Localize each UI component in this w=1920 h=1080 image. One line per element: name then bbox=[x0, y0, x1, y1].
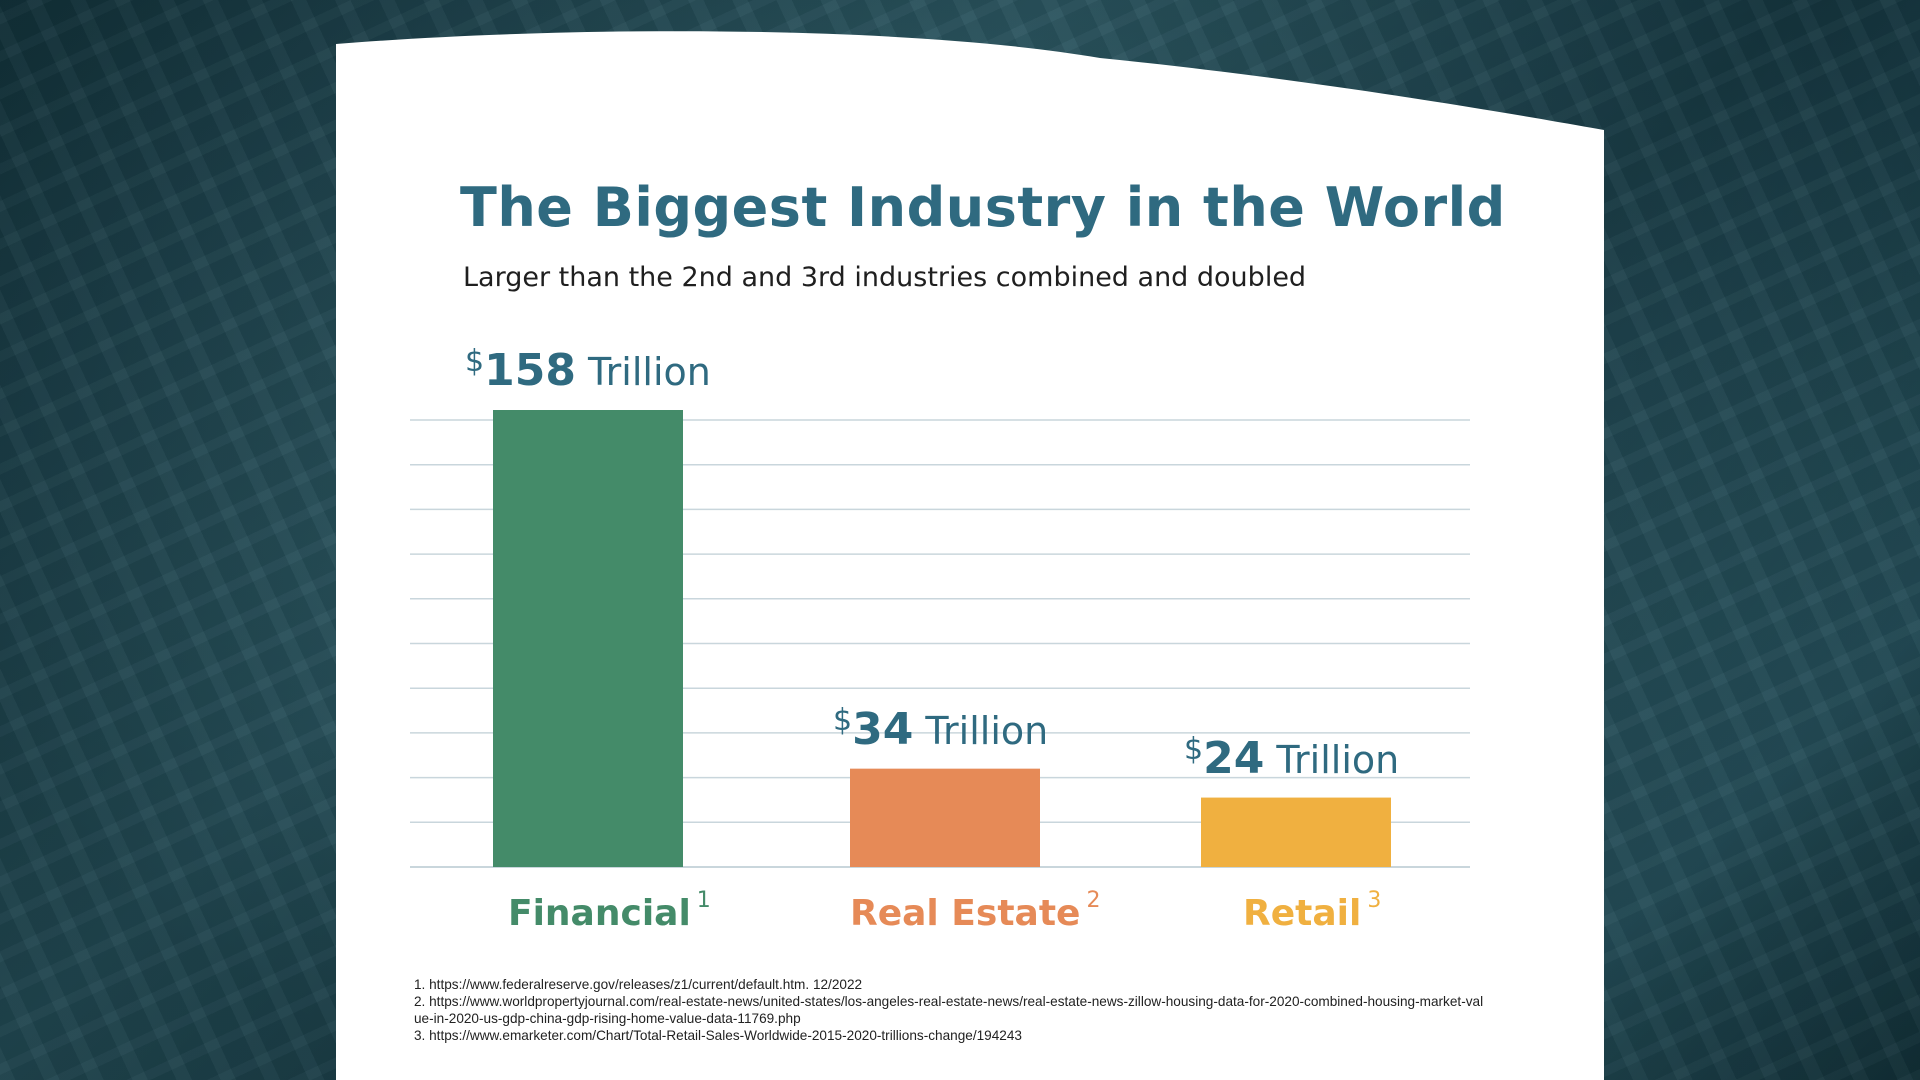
value-unit: Trillion bbox=[1264, 737, 1400, 782]
value-number: 158 bbox=[484, 345, 576, 396]
footnote-ref: 3 bbox=[1367, 888, 1382, 913]
currency-symbol: $ bbox=[465, 344, 485, 379]
currency-symbol: $ bbox=[833, 702, 853, 738]
value-unit: Trillion bbox=[913, 708, 1049, 753]
footnote-3[interactable]: 3. https://www.emarketer.com/Chart/Total… bbox=[414, 1028, 1022, 1043]
value-unit: Trillion bbox=[575, 350, 711, 394]
footnotes: 1. https://www.federalreserve.gov/releas… bbox=[414, 976, 1484, 1044]
category-text: Financial bbox=[508, 893, 691, 934]
value-label-real-estate: $34 Trillion bbox=[833, 703, 1048, 755]
bar-real-estate bbox=[850, 768, 1040, 867]
value-number: 24 bbox=[1203, 732, 1265, 784]
chart-bars bbox=[493, 410, 1391, 867]
value-label-financial: $158 Trillion bbox=[465, 344, 711, 396]
category-text: Real Estate bbox=[850, 893, 1081, 934]
bar-financial bbox=[493, 410, 683, 867]
page-title: The Biggest Industry in the World bbox=[460, 176, 1506, 239]
footnote-2[interactable]: 2. https://www.worldpropertyjournal.com/… bbox=[414, 994, 1484, 1026]
footnote-1[interactable]: 1. https://www.federalreserve.gov/releas… bbox=[414, 977, 863, 992]
page-subtitle: Larger than the 2nd and 3rd industries c… bbox=[463, 262, 1307, 293]
bar-retail bbox=[1201, 797, 1391, 867]
category-label-retail: Retail 3 bbox=[1243, 888, 1381, 934]
category-label-real-estate: Real Estate 2 bbox=[850, 888, 1100, 934]
footnote-ref: 2 bbox=[1086, 888, 1101, 913]
currency-symbol: $ bbox=[1184, 731, 1204, 767]
value-number: 34 bbox=[852, 703, 914, 755]
value-label-retail: $24 Trillion bbox=[1184, 732, 1399, 784]
category-text: Retail bbox=[1243, 893, 1362, 934]
footnote-ref: 1 bbox=[696, 888, 711, 913]
category-label-financial: Financial 1 bbox=[508, 888, 711, 934]
